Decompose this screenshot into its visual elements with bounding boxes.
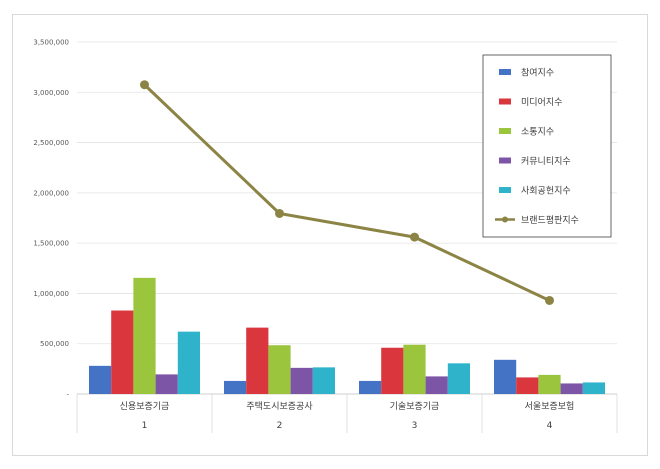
axis-layer: - 500,000 1,000,000 1,500,000 2,000,000 2,500… [33, 39, 618, 433]
bar [155, 374, 178, 394]
y-tick-label: 3,000,000 [33, 89, 69, 97]
x-category-label: 서울보증보험 [525, 401, 575, 412]
line-layer [140, 80, 554, 305]
bar [224, 380, 247, 394]
line-series [143, 83, 551, 302]
bar [246, 327, 269, 394]
x-category-number: 3 [412, 421, 418, 431]
bar [89, 365, 112, 394]
legend-swatch [499, 187, 511, 193]
bar [312, 367, 335, 394]
legend-label: 커뮤니티지수 [521, 156, 571, 167]
bar [582, 382, 605, 394]
y-tick-label: 1,500,000 [33, 240, 69, 248]
bar [403, 344, 426, 394]
bar [516, 377, 539, 394]
legend-swatch [499, 69, 511, 75]
x-category-label: 주택도시보증공사 [246, 401, 313, 412]
x-category-label: 신용보증기금 [120, 401, 170, 412]
bar [494, 359, 517, 394]
legend-swatch [499, 157, 511, 164]
bar [111, 310, 134, 394]
legend-label: 미디어지수 [521, 97, 562, 108]
legend-label: 참여지수 [521, 67, 554, 79]
grid-layer [77, 41, 617, 395]
bar [447, 363, 470, 394]
bar [177, 331, 200, 394]
y-tick-label: 500,000 [40, 340, 69, 348]
y-tick-label: 2,000,000 [33, 189, 69, 197]
x-category-number: 4 [547, 421, 553, 431]
line-point [410, 232, 419, 242]
bar [560, 383, 583, 394]
legend-swatch [499, 128, 511, 134]
bar [538, 374, 561, 394]
x-category-number: 1 [142, 421, 148, 431]
line-point [545, 295, 554, 305]
y-tick-label: - [66, 391, 69, 399]
chart-frame: - 500,000 1,000,000 1,500,000 2,000,000 2,500… [12, 14, 648, 456]
chart-svg: - 500,000 1,000,000 1,500,000 2,000,000 2,500… [33, 39, 618, 433]
line-point [140, 80, 149, 90]
y-tick-label: 3,500,000 [33, 39, 69, 47]
legend-swatch-marker [502, 216, 508, 223]
legend-label: 소통지수 [521, 127, 554, 138]
line-point [275, 208, 284, 218]
bar [425, 376, 448, 394]
bar [290, 367, 313, 394]
bar [268, 345, 291, 394]
y-tick-label: 2,500,000 [33, 139, 69, 147]
bar [381, 347, 404, 394]
bar [359, 380, 382, 394]
legend-box [482, 54, 612, 238]
bar [133, 277, 156, 394]
bars-layer [89, 277, 605, 394]
y-tick-label: 1,000,000 [33, 290, 69, 298]
legend-swatch [499, 98, 511, 105]
x-category-number: 2 [277, 421, 283, 431]
x-category-label: 기술보증기금 [390, 401, 440, 412]
legend-label: 사회공헌지수 [521, 186, 571, 197]
legend-label: 브랜드평판지수 [521, 215, 579, 226]
